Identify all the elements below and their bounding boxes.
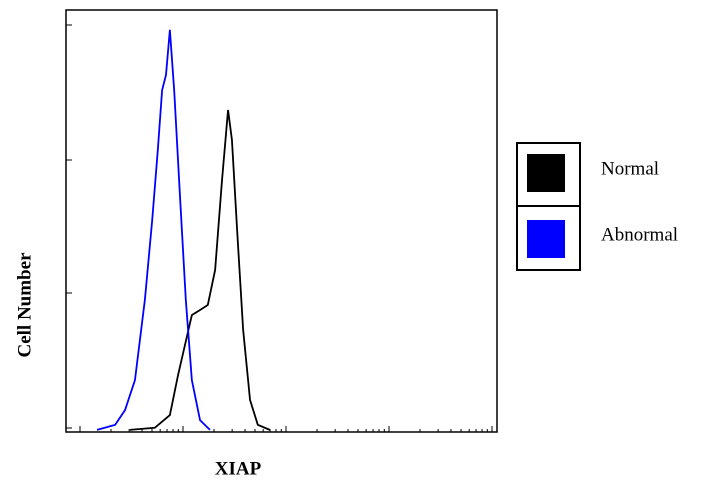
- histogram-line: [129, 109, 271, 431]
- legend-label: Abnormal: [601, 224, 678, 245]
- legend-swatch: [527, 220, 565, 258]
- x-axis-label: XIAP: [215, 458, 262, 479]
- legend-label: Normal: [601, 158, 659, 179]
- histogram-line: [96, 29, 211, 431]
- y-axis-label: Cell Number: [14, 252, 35, 358]
- plot-frame: [65, 9, 498, 433]
- legend-swatch: [527, 154, 565, 192]
